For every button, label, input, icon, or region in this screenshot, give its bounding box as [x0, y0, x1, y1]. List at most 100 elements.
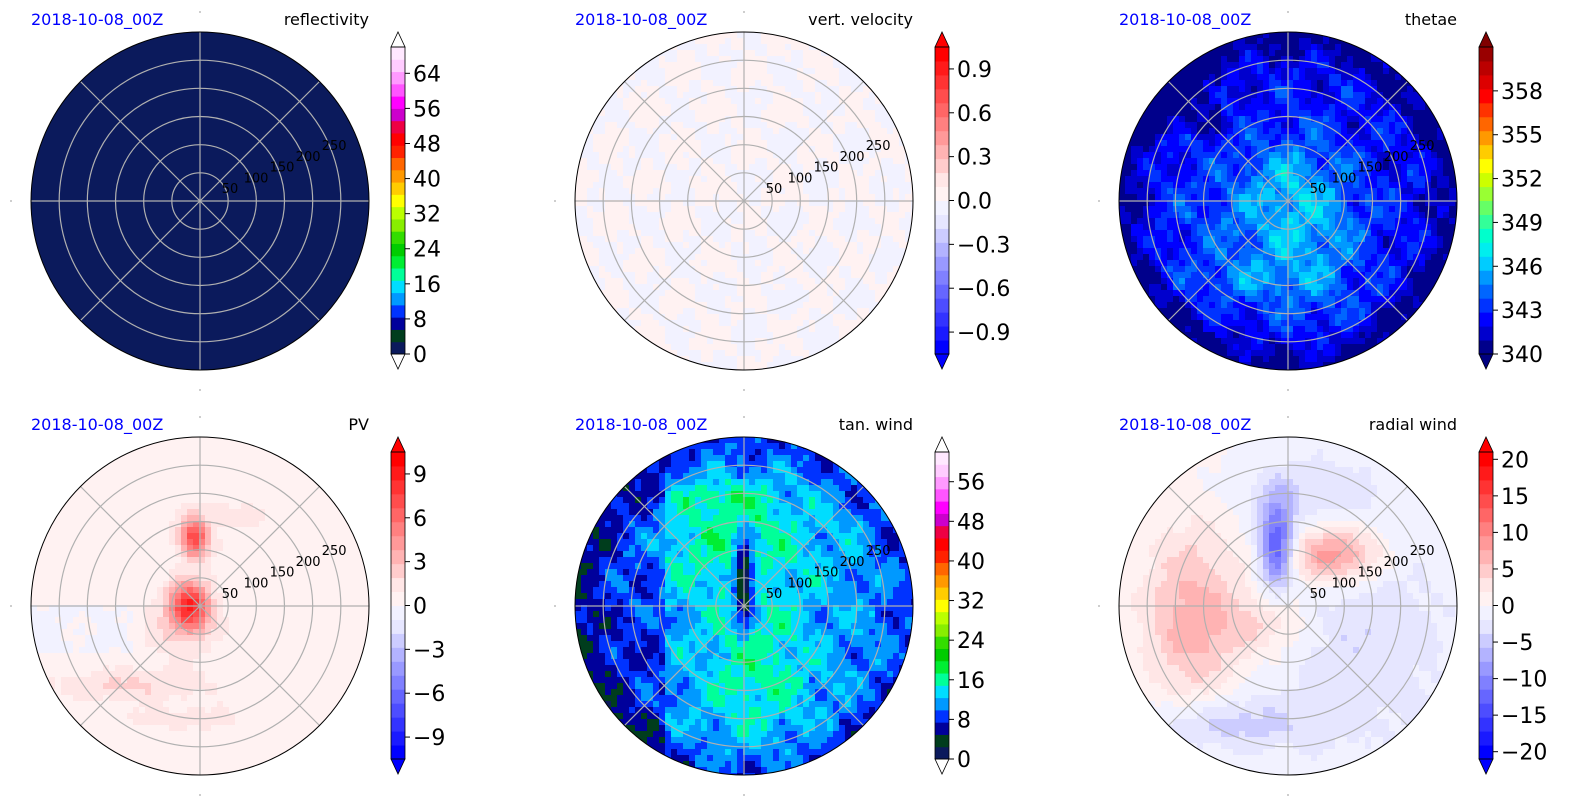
field-cell	[635, 182, 642, 189]
field-cell	[653, 194, 660, 201]
field-cell	[97, 158, 104, 165]
field-cell	[839, 86, 846, 93]
field-cell	[689, 68, 696, 75]
field-cell	[665, 206, 672, 213]
field-cell	[593, 218, 600, 225]
field-cell	[85, 230, 92, 237]
field-cell	[331, 98, 338, 105]
field-cell	[313, 74, 320, 81]
field-cell	[707, 92, 714, 99]
field-cell	[121, 332, 128, 339]
field-cell	[325, 260, 332, 267]
field-cell	[85, 272, 92, 279]
field-cell	[755, 266, 762, 273]
field-cell	[857, 212, 864, 219]
field-cell	[899, 182, 906, 189]
field-cell	[761, 224, 768, 231]
field-cell	[893, 248, 900, 255]
field-cell	[325, 278, 332, 285]
field-cell	[241, 344, 248, 351]
field-cell	[85, 92, 92, 99]
field-cell	[49, 224, 56, 231]
field-cell	[629, 296, 636, 303]
field-cell	[743, 140, 750, 147]
field-cell	[157, 278, 164, 285]
field-cell	[361, 200, 368, 207]
field-cell	[683, 44, 690, 51]
field-cell	[331, 212, 338, 219]
field-cell	[217, 284, 224, 291]
field-cell	[641, 290, 648, 297]
field-cell	[875, 200, 882, 207]
field-cell	[259, 272, 266, 279]
field-cell	[803, 122, 810, 129]
field-cell	[139, 128, 146, 135]
colorbar-segment	[391, 169, 405, 183]
field-cell	[857, 230, 864, 237]
field-cell	[253, 98, 260, 105]
field-cell	[905, 170, 912, 177]
field-cell	[605, 230, 612, 237]
field-cell	[743, 230, 750, 237]
field-cell	[271, 50, 278, 57]
field-cell	[731, 200, 738, 207]
field-cell	[163, 182, 170, 189]
field-cell	[211, 50, 218, 57]
field-cell	[133, 110, 140, 117]
field-cell	[271, 314, 278, 321]
field-cell	[803, 212, 810, 219]
field-cell	[187, 326, 194, 333]
field-cell	[893, 128, 900, 135]
field-cell	[91, 182, 98, 189]
field-cell	[857, 158, 864, 165]
field-cell	[653, 98, 660, 105]
field-cell	[761, 260, 768, 267]
field-cell	[175, 152, 182, 159]
field-cell	[863, 134, 870, 141]
field-cell	[223, 146, 230, 153]
field-cell	[611, 146, 618, 153]
field-cell	[115, 170, 122, 177]
field-cell	[623, 116, 630, 123]
field-cell	[289, 260, 296, 267]
field-cell	[791, 50, 798, 57]
field-cell	[265, 350, 272, 357]
field-cell	[163, 134, 170, 141]
field-cell	[181, 236, 188, 243]
field-cell	[839, 92, 846, 99]
field-cell	[785, 110, 792, 117]
field-cell	[845, 188, 852, 195]
field-cell	[617, 248, 624, 255]
field-cell	[893, 158, 900, 165]
field-cell	[121, 74, 128, 81]
field-cell	[103, 230, 110, 237]
field-cell	[797, 182, 804, 189]
field-cell	[181, 164, 188, 171]
field-cell	[301, 248, 308, 255]
field-cell	[355, 218, 362, 225]
field-cell	[731, 266, 738, 273]
field-cell	[707, 260, 714, 267]
field-cell	[689, 182, 696, 189]
field-cell	[241, 92, 248, 99]
field-cell	[145, 128, 152, 135]
field-cell	[175, 302, 182, 309]
field-cell	[851, 194, 858, 201]
field-cell	[821, 152, 828, 159]
field-cell	[307, 146, 314, 153]
field-cell	[91, 284, 98, 291]
field-cell	[151, 224, 158, 231]
field-cell	[773, 62, 780, 69]
field-cell	[271, 170, 278, 177]
field-cell	[707, 110, 714, 117]
field-cell	[749, 38, 756, 45]
field-cell	[229, 212, 236, 219]
field-cell	[839, 98, 846, 105]
field-cell	[205, 278, 212, 285]
field-cell	[73, 170, 80, 177]
field-cell	[641, 62, 648, 69]
colorbar-segment	[391, 157, 405, 171]
field-cell	[229, 182, 236, 189]
field-cell	[899, 254, 906, 261]
field-cell	[773, 242, 780, 249]
